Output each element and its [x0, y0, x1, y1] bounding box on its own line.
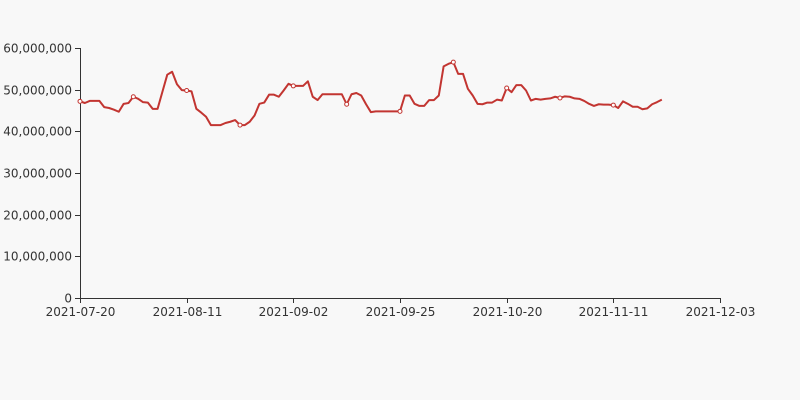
series-layer	[77, 59, 663, 128]
data-point	[184, 88, 190, 93]
y-tick-label: 20,000,000	[3, 209, 72, 223]
y-tick-label: 0	[64, 292, 72, 306]
y-axis: 0 10,000,000 20,000,000 30,000,000 40,000,00…	[3, 42, 81, 306]
data-point	[504, 85, 510, 91]
x-tick-label: 2021-12-03	[686, 305, 756, 319]
data-point	[290, 83, 296, 89]
x-axis: 2021-07-20 2021-08-11 2021-09-02 2021-09-25…	[46, 298, 756, 319]
y-tick-label: 50,000,000	[3, 84, 72, 98]
data-point	[450, 59, 456, 65]
data-point	[557, 95, 563, 101]
data-point	[130, 94, 136, 100]
y-tick-label: 40,000,000	[3, 125, 72, 139]
y-tick-label: 10,000,000	[3, 250, 72, 264]
y-tick-label: 30,000,000	[3, 167, 72, 181]
data-point	[237, 122, 243, 128]
x-tick-label: 2021-10-20	[473, 305, 543, 319]
data-point	[397, 108, 403, 114]
x-tick-label: 2021-09-02	[259, 305, 329, 319]
data-point	[610, 102, 616, 108]
x-tick-label: 2021-07-20	[46, 305, 116, 319]
x-tick-label: 2021-09-25	[366, 305, 436, 319]
series-line	[79, 61, 663, 127]
data-point	[344, 101, 350, 107]
x-tick-label: 2021-11-11	[579, 305, 649, 319]
data-point	[77, 98, 83, 104]
y-tick-label: 60,000,000	[3, 42, 72, 56]
x-tick-label: 2021-08-11	[153, 305, 223, 319]
